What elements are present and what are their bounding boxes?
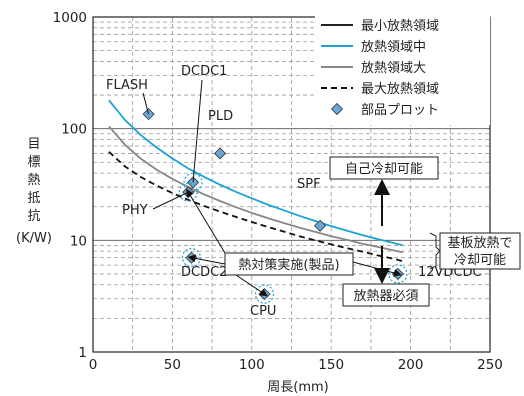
x-tick-label: 250 [477, 357, 503, 373]
countermeasure-leader [186, 188, 226, 254]
y-axis-title-char: 抗 [27, 209, 40, 224]
series-layer [108, 99, 403, 263]
point-label: SPF [297, 177, 321, 192]
point-label: PHY [122, 203, 148, 218]
point-leader [192, 79, 203, 183]
heatsink-required-box [342, 283, 430, 307]
y-axis-title-unit: (K/W) [16, 231, 52, 246]
countermeasure-leader [187, 254, 226, 265]
point-circle [181, 248, 202, 268]
y-axis-title-char: 目 [27, 137, 40, 152]
y-tick-label: 1 [78, 345, 87, 361]
legend-point-swatch [330, 102, 344, 116]
countermeasure-leader [235, 274, 268, 297]
x-tick-label: 200 [398, 357, 424, 373]
countermeasure-leader [352, 261, 402, 277]
board-cooling-line1: 基板放熱で [447, 236, 512, 251]
point-circle [178, 182, 198, 202]
point-label: PLD [208, 109, 233, 124]
annotations: 自己冷却可能 基板放熱で 冷却可能 放熱器必須 熱対策実施(製品) [186, 156, 521, 307]
data-point [142, 108, 155, 121]
data-point [186, 176, 200, 189]
heatsink-required-label: 放熱器必須 [353, 289, 418, 304]
series-line [108, 151, 403, 263]
y-axis-title-char: 抵 [27, 191, 40, 206]
tick-layer: 0 50 100 150 200 250 1 10 100 1000 [53, 10, 503, 373]
board-cooling-line2: 冷却可能 [454, 253, 506, 268]
legend-label: 最大放熱領域 [361, 81, 439, 97]
legend-box [315, 13, 490, 125]
y-tick-label: 100 [61, 122, 87, 138]
point-label: DCDC1 [181, 64, 227, 79]
data-point [314, 219, 327, 232]
self-cooling-label: 自己冷却可能 [345, 162, 423, 177]
series-line [108, 125, 403, 254]
countermeasure-label: 熱対策実施(製品) [238, 257, 339, 273]
x-tick-label: 150 [318, 357, 344, 373]
point-circle [254, 284, 275, 304]
legend-label: 放熱領域中 [361, 39, 426, 55]
y-axis-title-char: 熱 [27, 173, 40, 188]
legend-label: 部品プロット [361, 103, 439, 118]
point-leader [152, 191, 189, 210]
x-tick-label: 50 [164, 357, 181, 373]
y-tick-label: 10 [70, 233, 87, 249]
x-tick-label: 0 [89, 357, 98, 373]
legend-label: 放熱領域大 [361, 60, 426, 76]
x-tick-label: 100 [239, 357, 265, 373]
plot-frame [92, 16, 491, 353]
point-circle [183, 172, 203, 193]
point-label: FLASH [106, 78, 148, 93]
point-label: CPU [250, 304, 276, 319]
series-line [108, 99, 403, 247]
y-tick-label: 1000 [53, 10, 87, 26]
legend-label: 最小放熱領域 [361, 18, 439, 34]
board-cooling-box [439, 232, 521, 270]
point-leader [142, 92, 150, 115]
x-axis-title: 周長(mm) [267, 380, 328, 395]
data-point [213, 147, 227, 160]
point-label: DCDC2 [181, 265, 227, 280]
y-axis-title-char: 標 [27, 155, 40, 170]
board-cooling-bracket [429, 232, 441, 270]
